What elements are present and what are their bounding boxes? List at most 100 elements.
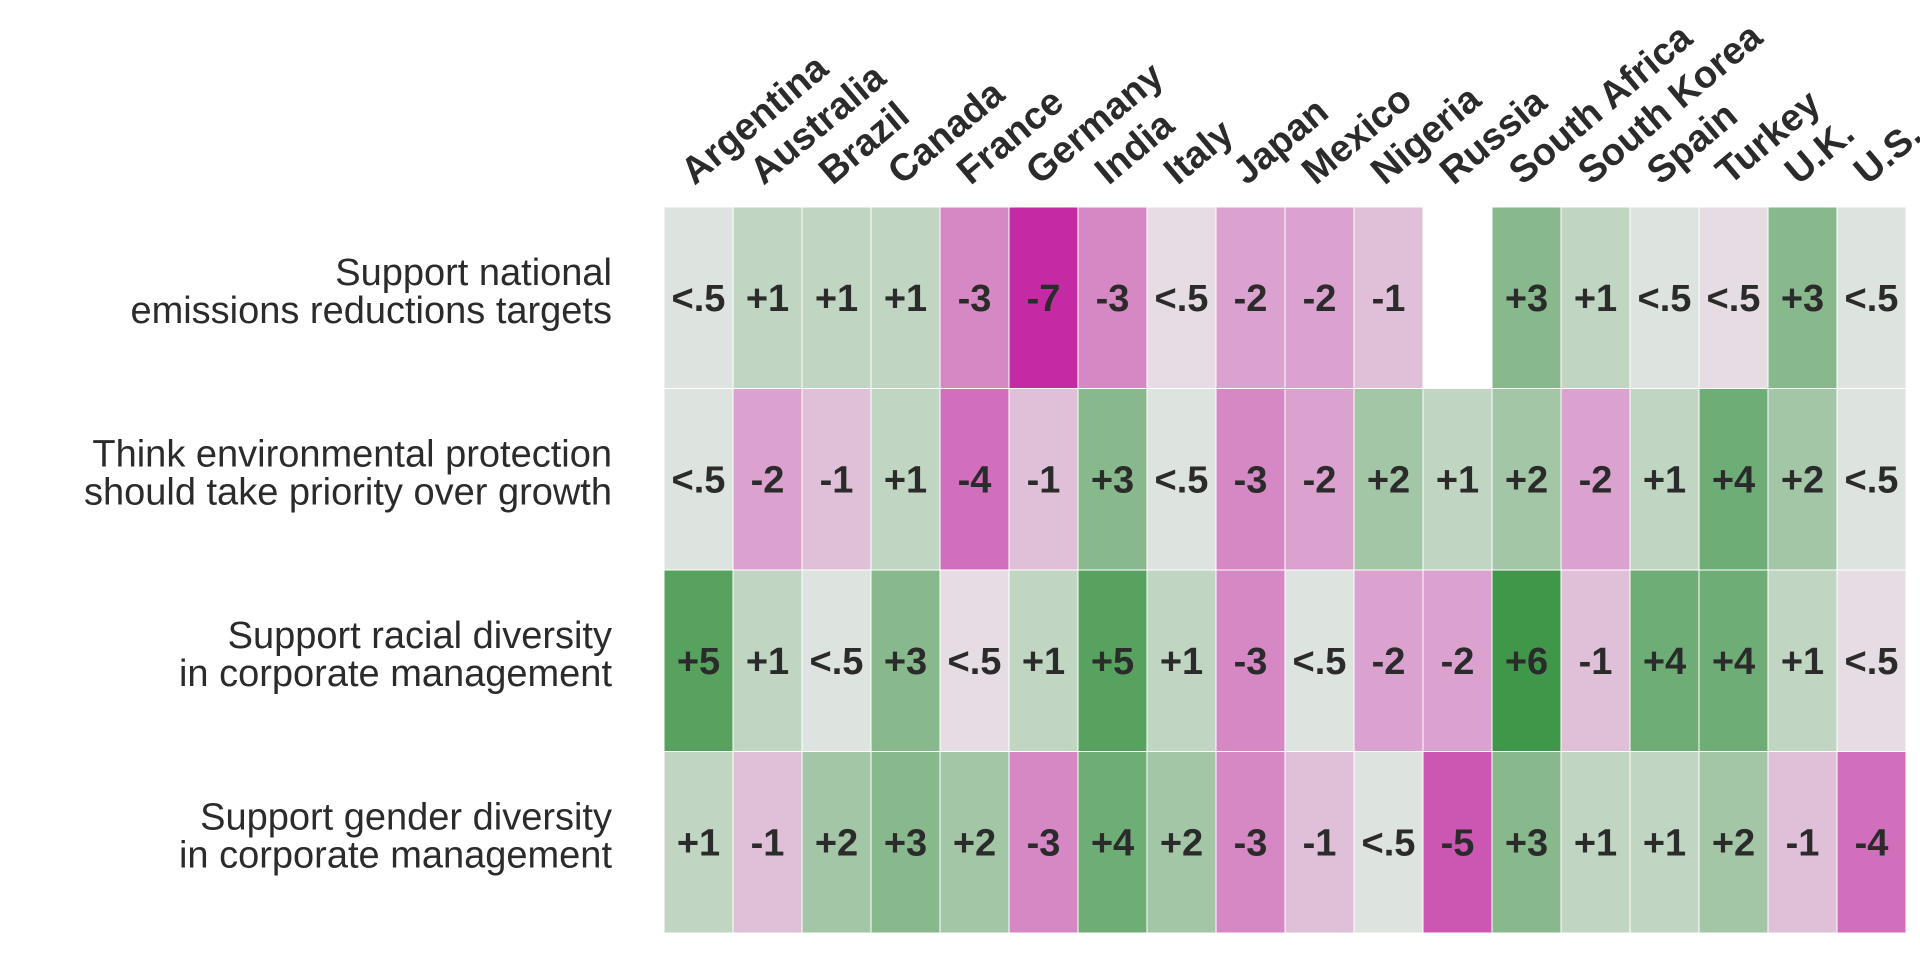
cell-value-2-japan: -3	[1234, 641, 1268, 683]
heatmap-cell-2-spain	[1629, 569, 1700, 752]
heatmap-cell-2-u-k	[1767, 569, 1838, 752]
cell-value-1-japan: -3	[1234, 459, 1268, 501]
cell-value-2-canada: +3	[884, 641, 927, 683]
heatmap-cell-3-nigeria	[1353, 751, 1424, 934]
cell-value-2-france: <.5	[948, 641, 1002, 683]
heatmap-cell-1-south-korea	[1560, 388, 1631, 571]
heatmap-cell-0-nigeria	[1353, 206, 1424, 389]
heatmap-cell-0-spain	[1629, 206, 1700, 389]
column-label-u-s: U.S.	[1846, 113, 1920, 193]
cell-value-1-south-africa: +2	[1505, 459, 1548, 501]
cell-value-0-italy: <.5	[1155, 278, 1209, 320]
heatmap-cell-2-turkey	[1698, 569, 1769, 752]
heatmap-cell-3-u-k	[1767, 751, 1838, 934]
heatmap-cell-3-france	[939, 751, 1010, 934]
heatmap-cell-3-turkey	[1698, 751, 1769, 934]
heatmap-cell-3-germany	[1008, 751, 1079, 934]
cell-value-1-u-s: <.5	[1845, 459, 1899, 501]
heatmap-cell-0-argentina	[663, 206, 734, 389]
heatmap-cell-2-canada	[870, 569, 941, 752]
heatmap-cells: <.5 +1 +1 +1 -3 -7 -3 <.5 -2 -2 -1 +3 +1 <.5 <.5 +3 <.5 <…	[663, 206, 1907, 934]
cell-value-2-south-korea: -1	[1579, 641, 1613, 683]
cell-value-0-japan: -2	[1234, 278, 1268, 320]
heatmap-cell-0-india	[1077, 206, 1148, 389]
heatmap-cell-2-india	[1077, 569, 1148, 752]
cell-value-2-south-africa: +6	[1505, 641, 1548, 683]
cell-value-1-canada: +1	[884, 459, 927, 501]
cell-value-3-u-k: -1	[1786, 822, 1820, 864]
cell-value-2-australia: +1	[746, 641, 789, 683]
row-label-line: Think environmental protection	[92, 433, 612, 475]
heatmap-cell-2-nigeria	[1353, 569, 1424, 752]
heatmap-cell-3-south-korea	[1560, 751, 1631, 934]
cell-value-0-india: -3	[1096, 278, 1130, 320]
heatmap-cell-3-australia	[732, 751, 803, 934]
heatmap-cell-1-brazil	[801, 388, 872, 571]
cell-value-2-mexico: <.5	[1293, 641, 1347, 683]
cell-value-3-spain: +1	[1643, 822, 1686, 864]
heatmap-cell-3-italy	[1146, 751, 1217, 934]
cell-value-3-france: +2	[953, 822, 996, 864]
cell-value-1-u-k: +2	[1781, 459, 1824, 501]
cell-value-1-australia: -2	[751, 459, 785, 501]
cell-value-2-u-s: <.5	[1845, 641, 1899, 683]
heatmap-cell-3-spain	[1629, 751, 1700, 934]
heatmap-cell-3-argentina	[663, 751, 734, 934]
heatmap-cell-3-brazil	[801, 751, 872, 934]
heatmap-cell-0-south-korea	[1560, 206, 1631, 389]
heatmap-cell-0-france	[939, 206, 1010, 389]
row-label-line: should take priority over growth	[84, 471, 612, 513]
cell-value-0-germany: -7	[1027, 278, 1061, 320]
cell-value-3-australia: -1	[751, 822, 785, 864]
cell-value-3-turkey: +2	[1712, 822, 1755, 864]
cell-value-2-argentina: +5	[677, 641, 720, 683]
cell-value-0-canada: +1	[884, 278, 927, 320]
cell-value-0-spain: <.5	[1638, 278, 1692, 320]
cell-value-0-u-k: +3	[1781, 278, 1824, 320]
heatmap-cell-1-spain	[1629, 388, 1700, 571]
row-label-line: Support national	[335, 252, 612, 294]
cell-value-2-italy: +1	[1160, 641, 1203, 683]
column-labels: ArgentinaAustraliaBrazilCanadaFranceGerm…	[673, 15, 1920, 193]
cell-value-1-turkey: +4	[1712, 459, 1755, 501]
cell-value-1-spain: +1	[1643, 459, 1686, 501]
heatmap-cell-0-u-s	[1836, 206, 1907, 389]
heatmap-cell-0-mexico	[1284, 206, 1355, 389]
row-label-line: in corporate management	[179, 834, 612, 876]
cell-value-1-france: -4	[958, 459, 992, 501]
cell-value-3-japan: -3	[1234, 822, 1268, 864]
heatmap-cell-0-turkey	[1698, 206, 1769, 389]
heatmap-cell-1-south-africa	[1491, 388, 1562, 571]
heatmap-cell-2-japan	[1215, 569, 1286, 752]
heatmap-cell-1-mexico	[1284, 388, 1355, 571]
heatmap-cell-2-south-korea	[1560, 569, 1631, 752]
cell-value-1-india: +3	[1091, 459, 1134, 501]
cell-value-3-canada: +3	[884, 822, 927, 864]
heatmap-cell-3-russia	[1422, 751, 1493, 934]
cell-value-1-brazil: -1	[820, 459, 854, 501]
cell-value-0-turkey: <.5	[1707, 278, 1761, 320]
cell-value-2-russia: -2	[1441, 641, 1475, 683]
heatmap-cell-3-india	[1077, 751, 1148, 934]
heatmap-cell-2-south-africa	[1491, 569, 1562, 752]
cell-value-3-india: +4	[1091, 822, 1134, 864]
cell-value-3-argentina: +1	[677, 822, 720, 864]
heatmap-cell-2-argentina	[663, 569, 734, 752]
cell-value-1-russia: +1	[1436, 459, 1479, 501]
cell-value-0-mexico: -2	[1303, 278, 1337, 320]
cell-value-1-nigeria: +2	[1367, 459, 1410, 501]
heatmap-cell-0-brazil	[801, 206, 872, 389]
cell-value-0-south-africa: +3	[1505, 278, 1548, 320]
heatmap-cell-1-india	[1077, 388, 1148, 571]
heatmap-cell-2-australia	[732, 569, 803, 752]
cell-value-1-argentina: <.5	[672, 459, 726, 501]
cell-value-2-india: +5	[1091, 641, 1134, 683]
row-label-line: in corporate management	[179, 653, 612, 695]
row-label-line: Support gender diversity	[200, 796, 612, 838]
cell-value-0-australia: +1	[746, 278, 789, 320]
